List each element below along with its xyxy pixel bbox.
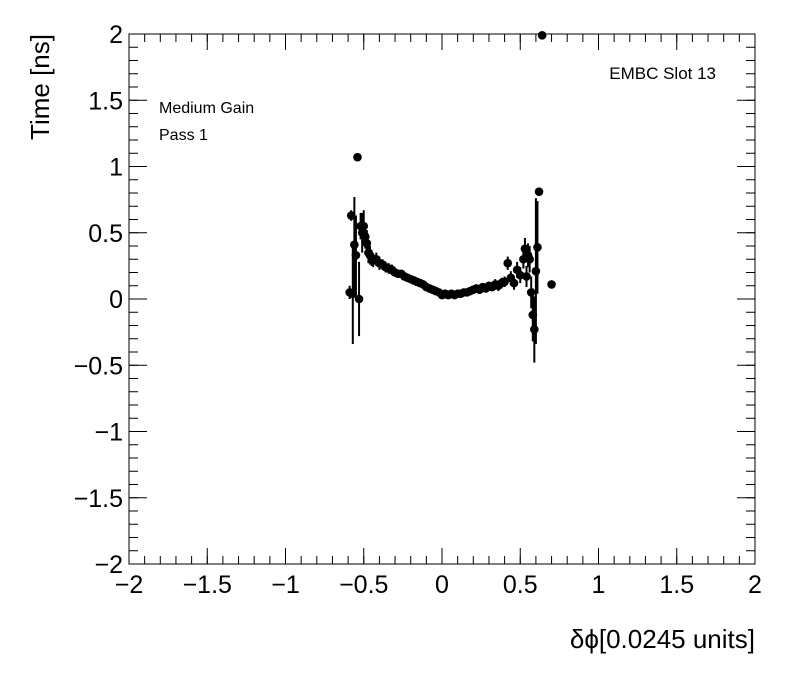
- annotation-slot: EMBC Slot 13: [609, 64, 716, 83]
- y-tick-label: −1.5: [74, 485, 123, 513]
- data-point: [350, 240, 359, 249]
- y-tick-label: 0.5: [88, 220, 123, 248]
- data-point: [354, 294, 364, 304]
- axis-tick-labels: −2 −1.5 −1 −0.5 0 0.5 1 1.5 2 −2 −1.5 −1 −0.5 0 0.5 1 1.…: [74, 21, 762, 599]
- data-point: [537, 31, 547, 40]
- data-point: [359, 221, 369, 231]
- data-points: [345, 31, 556, 334]
- y-tick-label: 1: [109, 154, 123, 182]
- data-point: [351, 250, 361, 260]
- plot-frame: [128, 33, 756, 565]
- data-point: [534, 187, 544, 196]
- y-tick-label: −1: [94, 419, 123, 447]
- data-point: [547, 280, 556, 289]
- data-point: [520, 244, 530, 253]
- x-tick-label: −1: [271, 571, 300, 599]
- y-tick-label: 2: [109, 21, 123, 49]
- data-point: [531, 266, 541, 276]
- x-tick-label: 0.5: [503, 571, 538, 599]
- data-point: [528, 310, 538, 320]
- x-tick-label: 1.5: [659, 571, 694, 599]
- data-point: [353, 152, 362, 162]
- data-point: [530, 325, 539, 334]
- y-tick-label: −2: [94, 551, 123, 579]
- data-point: [361, 232, 370, 242]
- x-tick-label: 1: [592, 571, 606, 599]
- data-point: [526, 288, 536, 297]
- data-point: [533, 243, 542, 252]
- data-point: [348, 289, 358, 299]
- data-point: [525, 254, 534, 264]
- annotation-gain: Medium Gain: [159, 100, 254, 117]
- data-point: [346, 211, 356, 220]
- y-tick-label: 1.5: [88, 87, 123, 115]
- x-axis-label: δϕ[0.0245 units]: [570, 624, 755, 654]
- data-point: [522, 272, 531, 281]
- x-tick-label: 2: [748, 571, 762, 599]
- x-tick-label: −0.5: [339, 571, 388, 599]
- data-point: [503, 258, 513, 268]
- x-tick-label: 0: [435, 571, 449, 599]
- data-point: [362, 239, 372, 248]
- data-point: [509, 278, 519, 288]
- x-tick-label: −2: [115, 571, 144, 599]
- axis-ticks: [128, 33, 756, 565]
- y-axis-label: Time [ns]: [25, 34, 55, 140]
- x-tick-label: −1.5: [183, 571, 232, 599]
- y-tick-label: −0.5: [74, 352, 123, 380]
- y-tick-label: 0: [109, 286, 123, 314]
- annotation-pass: Pass 1: [159, 127, 208, 144]
- data-point: [500, 277, 509, 287]
